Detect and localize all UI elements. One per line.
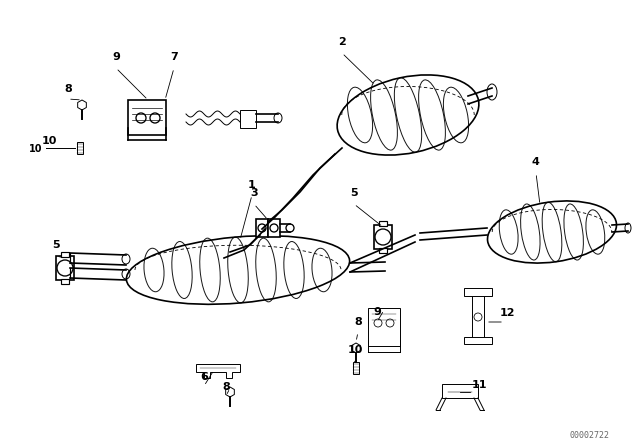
Text: 8: 8 [222,382,230,392]
Bar [464,337,492,344]
Bar [268,219,280,237]
Text: 1: 1 [248,180,256,190]
Polygon shape [226,387,234,397]
Text: 2: 2 [338,37,346,47]
Polygon shape [351,343,360,353]
Bar [368,308,400,346]
Text: 11: 11 [472,380,488,390]
Bar [56,256,74,280]
Polygon shape [196,364,240,378]
Text: 9: 9 [112,52,120,62]
Bar [61,252,69,257]
Bar [353,362,359,374]
Text: 10: 10 [42,136,58,146]
Bar [128,100,166,135]
Text: 9: 9 [373,307,381,317]
Text: 00002722: 00002722 [570,431,610,440]
Polygon shape [77,100,86,110]
Text: 10: 10 [348,345,364,355]
Text: 6: 6 [200,372,208,382]
Text: 5: 5 [350,188,358,198]
Text: 7: 7 [170,52,178,62]
Bar [374,225,392,249]
Bar [379,221,387,226]
Bar [240,110,256,128]
Text: 8: 8 [354,317,362,327]
Bar [379,248,387,253]
Bar [256,219,268,237]
Bar [464,288,492,296]
Bar [442,384,478,398]
Text: 4: 4 [532,157,540,167]
Text: 5: 5 [52,240,60,250]
Bar [61,279,69,284]
Bar [77,142,83,154]
Text: 8: 8 [64,84,72,94]
Bar [472,294,484,339]
Text: 12: 12 [500,308,515,318]
Text: 10: 10 [29,144,42,154]
Text: 3: 3 [250,188,258,198]
